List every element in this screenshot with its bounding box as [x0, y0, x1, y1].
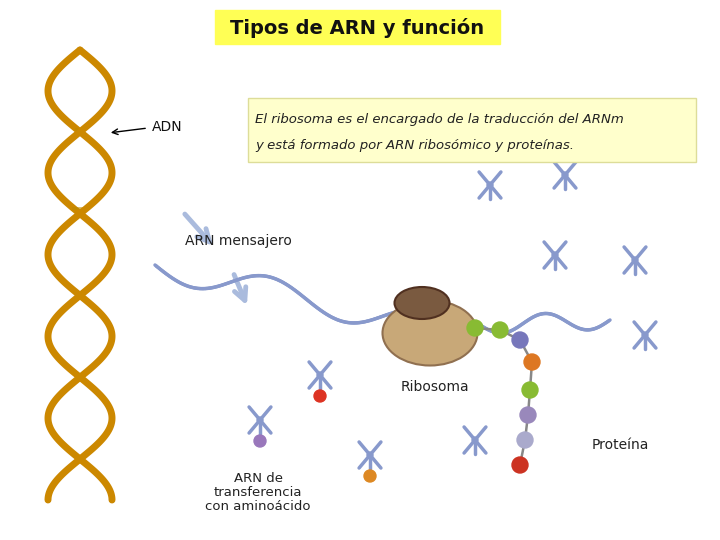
Text: Ribosoma: Ribosoma — [401, 380, 469, 394]
Text: El ribosoma es el encargado de la traducción del ARNm: El ribosoma es el encargado de la traduc… — [255, 113, 624, 126]
Circle shape — [367, 452, 373, 458]
Text: transferencia: transferencia — [214, 486, 302, 499]
Circle shape — [467, 320, 483, 336]
Circle shape — [642, 332, 648, 338]
Text: ARN mensajero: ARN mensajero — [185, 234, 292, 248]
Circle shape — [512, 457, 528, 473]
Circle shape — [257, 417, 263, 423]
Circle shape — [512, 332, 528, 348]
Circle shape — [487, 182, 493, 188]
Circle shape — [317, 372, 323, 378]
Circle shape — [364, 470, 376, 482]
Circle shape — [472, 437, 478, 443]
Text: con aminoácido: con aminoácido — [205, 500, 311, 513]
Circle shape — [314, 390, 326, 402]
Circle shape — [522, 382, 538, 398]
Ellipse shape — [395, 287, 449, 319]
FancyBboxPatch shape — [248, 98, 696, 162]
Text: Proteína: Proteína — [592, 438, 649, 452]
Circle shape — [632, 257, 638, 263]
Ellipse shape — [382, 300, 477, 366]
Circle shape — [520, 407, 536, 423]
FancyBboxPatch shape — [215, 10, 500, 44]
Text: ADN: ADN — [152, 120, 183, 134]
Circle shape — [524, 354, 540, 370]
Circle shape — [492, 322, 508, 338]
Text: ARN de: ARN de — [233, 472, 282, 485]
Circle shape — [254, 435, 266, 447]
Circle shape — [552, 252, 558, 258]
Text: Tipos de ARN y función: Tipos de ARN y función — [230, 18, 484, 38]
Circle shape — [517, 432, 533, 448]
Text: y está formado por ARN ribosómico y proteínas.: y está formado por ARN ribosómico y prot… — [255, 138, 574, 152]
Circle shape — [562, 172, 568, 178]
